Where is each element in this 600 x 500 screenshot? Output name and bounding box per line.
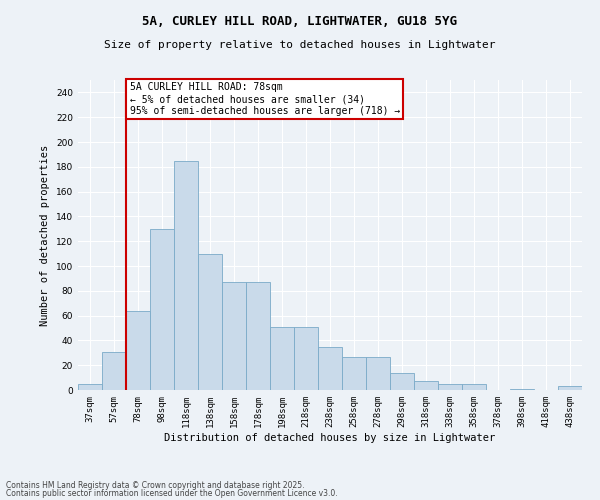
Text: 5A CURLEY HILL ROAD: 78sqm
← 5% of detached houses are smaller (34)
95% of semi-: 5A CURLEY HILL ROAD: 78sqm ← 5% of detac… (130, 82, 400, 116)
Text: Contains public sector information licensed under the Open Government Licence v3: Contains public sector information licen… (6, 488, 338, 498)
Bar (294, 327, 318, 390)
Bar (510, 389, 534, 390)
Y-axis label: Number of detached properties: Number of detached properties (40, 144, 50, 326)
Bar (270, 327, 294, 390)
Bar (246, 282, 270, 390)
Bar (198, 254, 222, 390)
Bar (558, 386, 582, 390)
Text: Contains HM Land Registry data © Crown copyright and database right 2025.: Contains HM Land Registry data © Crown c… (6, 481, 305, 490)
Bar (174, 160, 198, 390)
Bar (318, 346, 342, 390)
Bar (222, 282, 246, 390)
Bar (126, 310, 150, 390)
Bar (438, 384, 462, 390)
Bar (102, 352, 126, 390)
Bar (150, 229, 174, 390)
Bar (78, 384, 102, 390)
Bar (366, 356, 390, 390)
Bar (414, 382, 438, 390)
Text: Size of property relative to detached houses in Lightwater: Size of property relative to detached ho… (104, 40, 496, 50)
X-axis label: Distribution of detached houses by size in Lightwater: Distribution of detached houses by size … (164, 432, 496, 442)
Text: 5A, CURLEY HILL ROAD, LIGHTWATER, GU18 5YG: 5A, CURLEY HILL ROAD, LIGHTWATER, GU18 5… (143, 15, 458, 28)
Bar (390, 372, 414, 390)
Bar (342, 356, 366, 390)
Bar (462, 384, 486, 390)
